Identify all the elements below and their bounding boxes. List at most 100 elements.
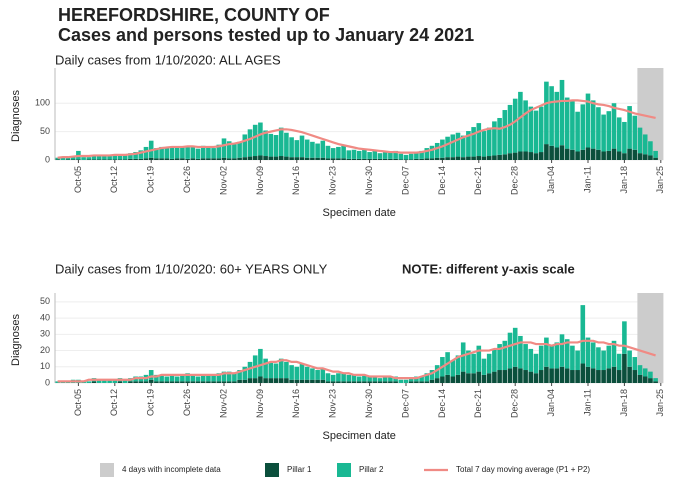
bar	[112, 154, 118, 160]
bar	[549, 86, 554, 146]
bar	[559, 145, 565, 160]
bar	[481, 358, 487, 375]
bar	[351, 149, 357, 159]
bar	[403, 159, 409, 160]
x-tick-label: Oct-26	[182, 166, 192, 193]
bar	[648, 141, 653, 156]
bar	[362, 374, 367, 382]
bar	[596, 370, 601, 383]
bar	[164, 376, 170, 382]
bar	[492, 348, 497, 372]
x-tick-label: Dec-07	[400, 166, 410, 195]
bar	[325, 145, 331, 159]
bar	[512, 152, 518, 160]
bar	[278, 358, 284, 379]
bar	[128, 158, 133, 160]
bar	[512, 366, 518, 383]
bar	[70, 159, 76, 160]
bar	[632, 149, 638, 160]
panel-title: Daily cases from 1/10/2020: 60+ YEARS ON…	[55, 261, 328, 276]
bar	[206, 146, 211, 159]
bar	[596, 149, 601, 160]
bar	[367, 381, 372, 383]
bar	[330, 381, 336, 383]
bar	[154, 374, 159, 382]
bar	[346, 381, 352, 383]
bar	[294, 366, 300, 380]
bar	[528, 348, 534, 372]
bar	[294, 379, 300, 383]
bar	[554, 342, 560, 369]
bar	[117, 381, 123, 383]
x-tick-label: Oct-19	[146, 166, 156, 193]
legend-label: Pillar 2	[359, 465, 384, 474]
bar	[263, 156, 268, 160]
bar	[107, 379, 112, 383]
bar	[232, 144, 237, 159]
bar	[476, 123, 482, 157]
bar	[460, 371, 466, 383]
bar	[393, 150, 398, 159]
moving-average-line	[57, 339, 656, 383]
bar	[580, 149, 586, 160]
bar	[642, 368, 648, 377]
bar	[523, 344, 528, 371]
bar	[76, 159, 81, 160]
bar	[642, 376, 648, 383]
bar	[180, 146, 185, 159]
bar	[154, 381, 159, 383]
x-axis-label: Specimen date	[323, 430, 396, 442]
bar	[627, 366, 632, 383]
bar	[616, 117, 622, 152]
bar	[164, 148, 170, 159]
bar	[273, 135, 279, 157]
bar	[518, 335, 523, 369]
bar	[185, 373, 190, 382]
bar	[122, 159, 128, 160]
bar	[611, 366, 617, 383]
bar	[185, 158, 190, 160]
bar	[159, 374, 164, 382]
bar	[372, 381, 378, 383]
bar	[429, 145, 435, 159]
bar	[216, 373, 222, 382]
bar	[616, 353, 622, 371]
bar	[174, 376, 180, 382]
bar	[346, 374, 352, 382]
bar	[195, 148, 201, 159]
bar	[299, 379, 305, 383]
x-tick-label: Dec-21	[473, 389, 483, 418]
bar	[554, 368, 560, 383]
bar	[388, 158, 393, 160]
bar	[585, 366, 591, 383]
bar	[538, 152, 544, 160]
bar	[242, 157, 248, 160]
bar	[195, 158, 201, 160]
bar	[419, 150, 424, 159]
bar	[611, 103, 617, 149]
bar	[180, 158, 185, 160]
x-tick-label: Dec-28	[510, 166, 520, 195]
bar	[143, 146, 149, 159]
bar	[148, 370, 154, 380]
bar	[325, 381, 331, 383]
bar	[512, 327, 518, 367]
bar	[341, 373, 346, 382]
bar	[367, 152, 372, 159]
bar	[128, 381, 133, 383]
bar	[466, 373, 471, 383]
bar	[570, 345, 575, 371]
bar	[346, 158, 352, 160]
bar	[278, 378, 284, 383]
bar	[341, 158, 346, 160]
bar	[585, 147, 591, 160]
x-tick-label: Nov-23	[328, 389, 338, 418]
x-tick-label: Dec-28	[510, 389, 520, 418]
bar	[299, 363, 305, 380]
bar	[622, 121, 627, 154]
bar	[112, 379, 118, 383]
bar	[622, 321, 627, 354]
x-tick-label: Jan-04	[546, 389, 556, 417]
x-tick-label: Dec-21	[473, 166, 483, 195]
bar	[414, 158, 419, 160]
